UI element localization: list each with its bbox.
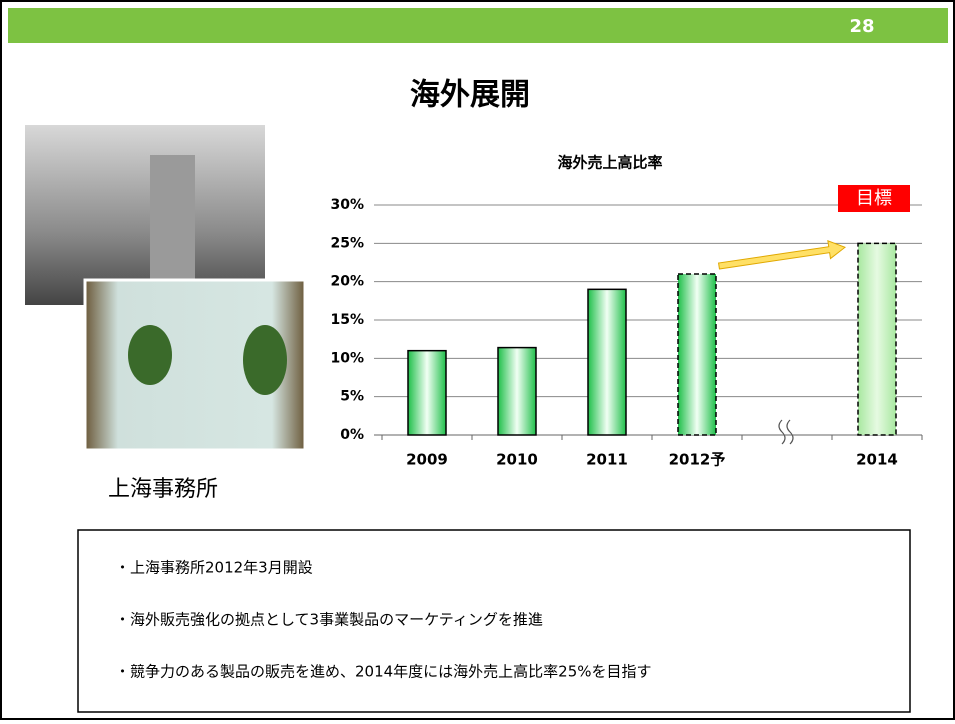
bullet: ・海外販売強化の拠点として3事業製品のマーケティングを推進: [115, 611, 543, 629]
office-photo-plant: [128, 325, 172, 385]
y-tick-label: 5%: [340, 389, 364, 405]
y-tick-label: 25%: [330, 235, 364, 251]
building-photo-detail: [150, 155, 195, 285]
bar: [677, 273, 717, 436]
photo-caption: 上海事務所: [108, 477, 218, 502]
y-tick-label: 15%: [330, 312, 364, 328]
x-tick-label: 2010: [496, 451, 538, 469]
bullet: ・上海事務所2012年3月開設: [115, 559, 313, 577]
x-tick-label: 2011: [586, 451, 628, 469]
page-number: 28: [849, 16, 874, 37]
annotation-box: [838, 185, 910, 212]
office-photo-plant: [243, 325, 287, 395]
annotation: 目標: [856, 188, 892, 209]
y-tick-label: 30%: [330, 197, 364, 213]
axis-break: [778, 419, 794, 445]
bar: [857, 242, 897, 436]
bullet: ・競争力のある製品の販売を進め、2014年度には海外売上高比率25%を目指す: [115, 663, 652, 681]
building-photo: [25, 125, 265, 305]
bar: [497, 346, 537, 436]
y-tick-label: 20%: [330, 274, 364, 290]
slide-title: 海外展開: [410, 78, 530, 113]
target-arrow: [717, 240, 847, 270]
y-tick-label: 10%: [330, 350, 364, 366]
text-box: [77, 529, 911, 713]
x-tick-label: 2012予: [669, 451, 726, 469]
bar: [587, 288, 627, 436]
x-tick-label: 2014: [856, 451, 898, 469]
bar: [407, 349, 447, 436]
chart: 0% 5% 10% 15% 20% 25% 30% 2009 2010 2011 2012予 2014…: [330, 185, 923, 469]
x-tick-label: 2009: [406, 451, 448, 469]
y-tick-label: 0%: [340, 427, 364, 443]
chart-title: 海外売上高比率: [557, 154, 662, 172]
header-bar: [8, 8, 948, 43]
